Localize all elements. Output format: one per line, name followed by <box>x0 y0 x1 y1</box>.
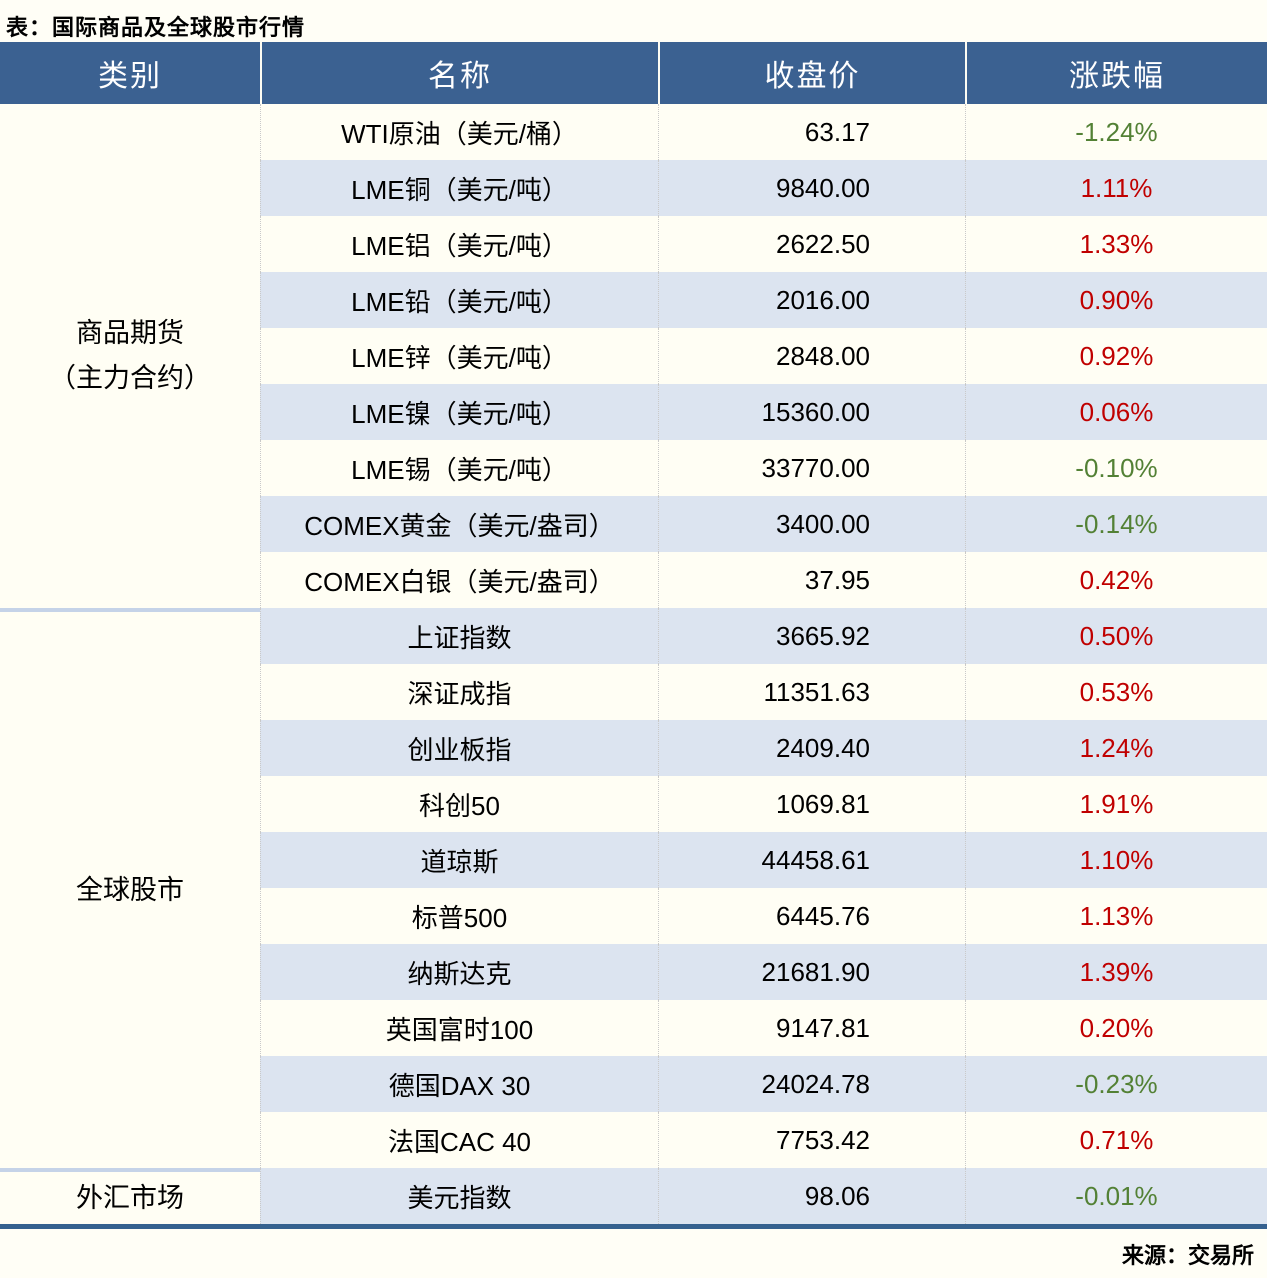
close-cell: 44458.61 <box>658 832 965 888</box>
name-cell: 德国DAX 30 <box>260 1056 658 1112</box>
market-table: 类别 名称 收盘价 涨跌幅商品期货 （主力合约） WTI原油（美元/桶） 63.17 -1.2… <box>0 42 1267 1229</box>
name-cell: 深证成指 <box>260 664 658 720</box>
change-cell: 1.10% <box>965 832 1267 888</box>
name-cell: 纳斯达克 <box>260 944 658 1000</box>
close-cell: 63.17 <box>658 104 965 160</box>
change-cell: 1.33% <box>965 216 1267 272</box>
change-cell: 0.06% <box>965 384 1267 440</box>
change-cell: 0.50% <box>965 608 1267 664</box>
close-cell: 2016.00 <box>658 272 965 328</box>
change-cell: -1.24% <box>965 104 1267 160</box>
category-label: 商品期货 <box>76 318 184 349</box>
category-cell: 外汇市场 <box>0 1168 260 1224</box>
change-cell: 1.24% <box>965 720 1267 776</box>
name-cell: 道琼斯 <box>260 832 658 888</box>
name-cell: 美元指数 <box>260 1168 658 1224</box>
close-cell: 7753.42 <box>658 1112 965 1168</box>
change-cell: 1.13% <box>965 888 1267 944</box>
name-cell: COMEX白银（美元/盎司） <box>260 552 658 608</box>
header-cell-3: 收盘价 <box>658 42 965 104</box>
name-cell: WTI原油（美元/桶） <box>260 104 658 160</box>
close-cell: 2622.50 <box>658 216 965 272</box>
change-cell: 1.39% <box>965 944 1267 1000</box>
close-cell: 37.95 <box>658 552 965 608</box>
header-cell-2: 名称 <box>260 42 658 104</box>
category-label: 外汇市场 <box>76 1182 184 1213</box>
source-note: 来源：交易所 <box>1121 1243 1254 1268</box>
name-cell: 上证指数 <box>260 608 658 664</box>
close-cell: 1069.81 <box>658 776 965 832</box>
close-cell: 2848.00 <box>658 328 965 384</box>
name-cell: COMEX黄金（美元/盎司） <box>260 496 658 552</box>
close-cell: 3400.00 <box>658 496 965 552</box>
close-cell: 6445.76 <box>658 888 965 944</box>
close-cell: 2409.40 <box>658 720 965 776</box>
change-cell: 1.11% <box>965 160 1267 216</box>
change-cell: 0.92% <box>965 328 1267 384</box>
change-cell: 0.53% <box>965 664 1267 720</box>
change-cell: -0.01% <box>965 1168 1267 1224</box>
page-title: 表：国际商品及全球股市行情 <box>6 15 306 40</box>
close-cell: 15360.00 <box>658 384 965 440</box>
name-cell: 标普500 <box>260 888 658 944</box>
name-cell: 科创50 <box>260 776 658 832</box>
header-cell-4: 涨跌幅 <box>965 42 1267 104</box>
close-cell: 21681.90 <box>658 944 965 1000</box>
change-cell: -0.10% <box>965 440 1267 496</box>
category-label: 全球股市 <box>76 874 184 905</box>
category-label: （主力合约） <box>49 363 211 393</box>
close-cell: 9147.81 <box>658 1000 965 1056</box>
close-cell: 3665.92 <box>658 608 965 664</box>
name-cell: 创业板指 <box>260 720 658 776</box>
change-cell: -0.23% <box>965 1056 1267 1112</box>
close-cell: 33770.00 <box>658 440 965 496</box>
name-cell: LME铅（美元/吨） <box>260 272 658 328</box>
change-cell: 1.91% <box>965 776 1267 832</box>
change-cell: 0.71% <box>965 1112 1267 1168</box>
name-cell: LME锌（美元/吨） <box>260 328 658 384</box>
change-cell: 0.42% <box>965 552 1267 608</box>
name-cell: LME锡（美元/吨） <box>260 440 658 496</box>
change-cell: 0.90% <box>965 272 1267 328</box>
name-cell: 英国富时100 <box>260 1000 658 1056</box>
name-cell: LME镍（美元/吨） <box>260 384 658 440</box>
close-cell: 11351.63 <box>658 664 965 720</box>
close-cell: 98.06 <box>658 1168 965 1224</box>
close-cell: 24024.78 <box>658 1056 965 1112</box>
name-cell: LME铜（美元/吨） <box>260 160 658 216</box>
change-cell: -0.14% <box>965 496 1267 552</box>
change-cell: 0.20% <box>965 1000 1267 1056</box>
header-cell-1: 类别 <box>0 42 260 104</box>
category-cell: 商品期货 （主力合约） <box>0 104 260 608</box>
close-cell: 9840.00 <box>658 160 965 216</box>
name-cell: LME铝（美元/吨） <box>260 216 658 272</box>
category-cell: 全球股市 <box>0 608 260 1168</box>
name-cell: 法国CAC 40 <box>260 1112 658 1168</box>
